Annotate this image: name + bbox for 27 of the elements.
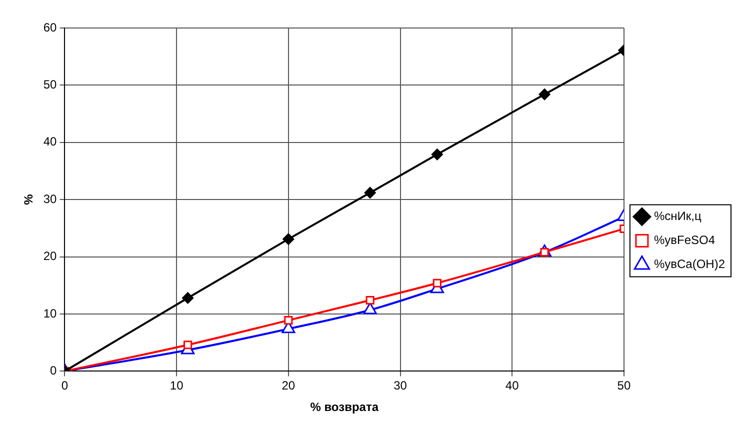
point (183, 340, 192, 350)
point (364, 186, 376, 198)
legend-label: %увFeSO4 (654, 233, 716, 248)
x-tick-label: 10 (170, 378, 184, 393)
legend-label: %снИк,ц (654, 209, 702, 224)
y-axis-title: % (22, 194, 36, 205)
y-tick-label: 60 (43, 20, 58, 34)
x-axis-title: % возврата (310, 400, 379, 414)
x-tick-label: 50 (617, 378, 631, 393)
point (431, 148, 443, 160)
x-tick-label: 40 (505, 378, 520, 393)
x-tick-label: 30 (394, 378, 408, 393)
y-tick-label: 20 (43, 249, 58, 264)
legend-label: %увCa(OH)2 (654, 257, 726, 272)
point (366, 296, 374, 305)
x-tick-label: 0 (61, 378, 68, 393)
y-tick-label: 50 (43, 78, 58, 92)
point (182, 292, 194, 304)
y-tick-label: 40 (43, 134, 58, 149)
point (432, 278, 442, 288)
y-tick-label: 0 (50, 364, 58, 378)
point (538, 88, 550, 100)
x-tick-label: 20 (282, 378, 296, 393)
point (284, 316, 293, 325)
point (282, 233, 294, 245)
y-tick-label: 30 (43, 192, 58, 206)
y-tick-label: 10 (43, 306, 58, 320)
